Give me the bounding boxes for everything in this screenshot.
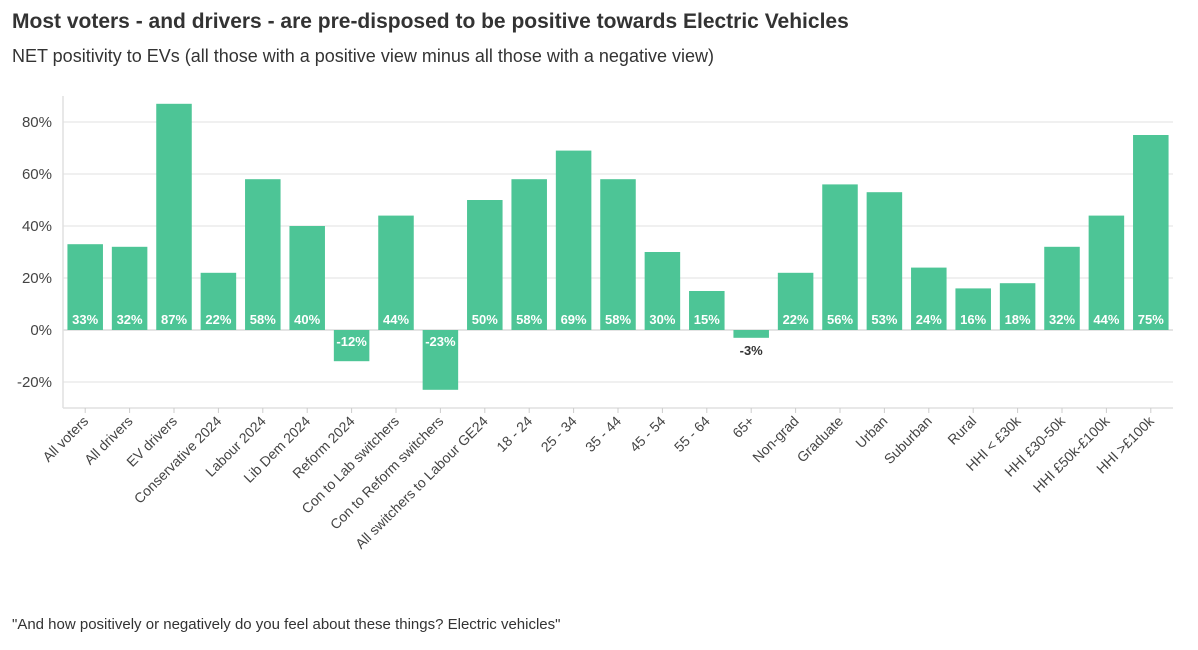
bar-chart: -20% 0% 20% 40% 60% 80% 33% 32% 87% 22% 58% 40% -12… [17, 96, 1173, 552]
x-category-label: 35 - 44 [582, 413, 624, 455]
data-label: 30% [649, 312, 675, 327]
bar [777, 272, 814, 330]
data-labels: 33% 32% 87% 22% 58% 40% -12% 44% -23% 50% 58% 69% 58… [72, 312, 1164, 358]
bar [378, 215, 414, 330]
bar [156, 103, 192, 330]
x-category-label: Rural [944, 413, 979, 448]
bar [600, 179, 636, 330]
data-label: 56% [827, 312, 853, 327]
x-category-label: 25 - 34 [538, 413, 580, 455]
data-label: 44% [383, 312, 409, 327]
x-category-label: Non-grad [749, 413, 802, 466]
bar [955, 288, 991, 330]
data-label: 50% [472, 312, 498, 327]
data-label: 32% [1049, 312, 1075, 327]
bar [866, 192, 903, 330]
data-label: -3% [740, 343, 764, 358]
y-tick-label: 20% [22, 270, 52, 287]
bar [1088, 215, 1125, 330]
data-label: 53% [871, 312, 897, 327]
bar [911, 267, 947, 330]
bar [644, 252, 681, 330]
bar [511, 179, 547, 330]
x-category-label: 65+ [729, 413, 757, 441]
bar [245, 179, 281, 330]
bar [999, 283, 1036, 330]
chart-subtitle: NET positivity to EVs (all those with a … [12, 46, 714, 66]
data-label: 32% [117, 312, 143, 327]
data-label: 58% [250, 312, 276, 327]
data-label: 24% [916, 312, 942, 327]
bar [200, 272, 237, 330]
bars [67, 103, 1169, 390]
y-tick-label: 0% [30, 322, 52, 339]
y-axis: -20% 0% 20% 40% 60% 80% [17, 96, 64, 408]
data-label: 75% [1138, 312, 1164, 327]
data-label: 58% [516, 312, 542, 327]
x-category-label: 18 - 24 [493, 413, 535, 455]
data-label: 22% [205, 312, 231, 327]
bar [422, 330, 459, 390]
data-label: -12% [336, 334, 367, 349]
data-label: 18% [1005, 312, 1031, 327]
x-category-label: Graduate [794, 413, 847, 466]
data-label: 22% [783, 312, 809, 327]
bar [67, 244, 103, 330]
bar [689, 291, 725, 330]
data-label: 69% [561, 312, 587, 327]
chart-title: Most voters - and drivers - are pre-disp… [12, 10, 849, 33]
bar [1044, 246, 1080, 330]
data-label: 40% [294, 312, 320, 327]
chart-footnote: "And how positively or negatively do you… [12, 616, 561, 633]
data-label: -23% [425, 334, 456, 349]
data-label: 33% [72, 312, 98, 327]
data-label: 44% [1093, 312, 1119, 327]
data-label: 15% [694, 312, 720, 327]
bar [333, 330, 370, 362]
x-category-label: 55 - 64 [671, 413, 713, 455]
y-tick-label: 80% [22, 114, 52, 131]
bar [111, 246, 148, 330]
bar [467, 200, 503, 330]
y-tick-label: -20% [17, 374, 52, 391]
data-label: 58% [605, 312, 631, 327]
bar [1133, 135, 1169, 330]
bar [822, 184, 858, 330]
bar [733, 330, 769, 338]
x-category-label: Urban [852, 413, 890, 451]
bar [289, 226, 325, 330]
y-tick-label: 60% [22, 166, 52, 183]
y-tick-label: 40% [22, 218, 52, 235]
data-label: 16% [960, 312, 986, 327]
x-category-label: HHI £50k-£100k [1030, 412, 1114, 496]
data-label: 87% [161, 312, 187, 327]
bar [555, 150, 592, 330]
x-category-label: Suburban [881, 413, 935, 467]
x-category-label: 45 - 54 [626, 413, 668, 455]
